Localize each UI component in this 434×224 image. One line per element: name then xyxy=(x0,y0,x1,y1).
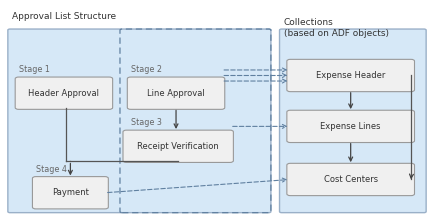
FancyBboxPatch shape xyxy=(287,110,414,142)
FancyBboxPatch shape xyxy=(287,59,414,92)
Text: Stage 4: Stage 4 xyxy=(36,165,67,174)
Text: Cost Centers: Cost Centers xyxy=(324,175,378,184)
Text: Expense Lines: Expense Lines xyxy=(320,122,381,131)
FancyBboxPatch shape xyxy=(8,29,271,213)
Text: Stage 2: Stage 2 xyxy=(131,65,162,74)
FancyBboxPatch shape xyxy=(279,29,426,213)
Text: Expense Header: Expense Header xyxy=(316,71,385,80)
Text: Header Approval: Header Approval xyxy=(28,89,99,98)
FancyBboxPatch shape xyxy=(15,77,113,109)
Text: Stage 1: Stage 1 xyxy=(19,65,49,74)
FancyBboxPatch shape xyxy=(33,177,108,209)
Text: Line Approval: Line Approval xyxy=(147,89,205,98)
FancyBboxPatch shape xyxy=(287,163,414,196)
Text: Approval List Structure: Approval List Structure xyxy=(12,12,116,21)
FancyBboxPatch shape xyxy=(127,77,225,109)
Text: Payment: Payment xyxy=(52,188,89,197)
Text: Stage 3: Stage 3 xyxy=(131,118,161,127)
Text: Collections
(based on ADF objects): Collections (based on ADF objects) xyxy=(284,18,389,38)
Text: Receipt Verification: Receipt Verification xyxy=(137,142,219,151)
FancyBboxPatch shape xyxy=(123,130,233,162)
